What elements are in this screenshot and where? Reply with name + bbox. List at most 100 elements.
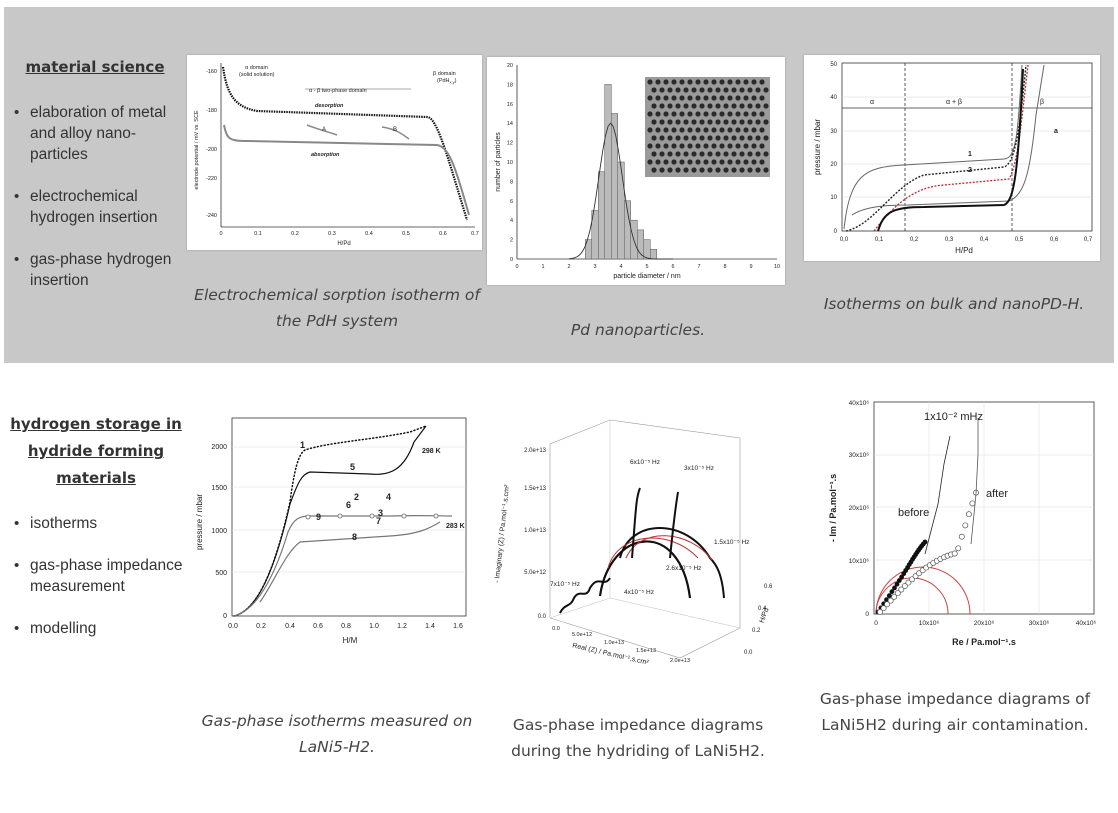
y-tick: 0 [865,611,869,618]
isotherm-number-3: 3 [378,508,383,518]
isotherm-number-9: 9 [316,512,321,522]
histogram-bar [617,161,625,260]
y-tick: 0 [834,229,838,235]
desorption-curve [221,66,469,221]
frequency-label: 1x10⁻² mHz [924,411,983,423]
y-tick: 10 [507,160,513,166]
bullet-item: modelling [14,618,184,639]
x-tick: 0,7 [1084,237,1093,243]
y-tick: 500 [215,570,227,577]
y-tick: 10 [830,195,837,201]
x-tick: 10x10⁶ [919,620,940,627]
y-tick: 2000 [211,444,227,451]
histogram-bar [604,84,612,260]
x-tick: 20x10⁶ [974,620,995,627]
gaussian-fit-curve [568,122,673,260]
caption-electrochemical-isotherm: Electrochemical sorption isotherm of the… [194,286,480,330]
x-tick: 0.8 [341,623,351,630]
beta-domain-sub: (PdHx,y) [437,78,457,85]
x-tick: 30x10⁶ [1029,620,1050,627]
bullet-item: isotherms [14,513,184,534]
y-tick: 30x10⁶ [849,452,870,459]
y-tick: 0.0 [744,650,753,656]
freq-label-3e-5: 3x10⁻⁵ Hz [684,465,714,472]
caption-impedance-hydriding: Gas-phase impedance diagrams during the … [511,716,765,760]
curve-1 [845,64,1027,232]
x-tick: 6 [671,264,674,270]
x-axis-label: Real (Z) / Pa.mol⁻¹.s.cm² [572,642,650,667]
isotherm-283k-absorption [233,514,453,617]
y-axis-label: pressure / mbar [813,119,822,175]
impedance-3d-figure: 0.0 5.0e+12 1.0e+13 1.5e+13 2.0e+13 0.0 … [490,408,780,674]
curve-label-1: 1 [968,151,972,158]
x-tick: 1.5e+13 [636,648,656,654]
section-title-material-science: material science [25,58,165,76]
x-axis-label: H/M [343,636,358,645]
y-tick: -240 [206,213,217,219]
isotherm-number-2: 2 [354,492,359,502]
caption-bulk-nano-isotherm: Isotherms on bulk and nanoPD-H. [823,295,1085,313]
impedance-air-contamination-figure: 0 10x10⁶ 20x10⁶ 30x10⁶ 40x10⁶ 0 10x10⁶ 2… [806,394,1102,654]
freq-label-7e-5: 7x10⁻⁵ Hz [550,581,580,588]
x-tick: 3 [593,264,596,270]
y-tick: 4 [510,218,513,224]
two-phase-label: α - β two-phase domain [309,88,367,94]
x-tick: 0.1 [254,231,262,237]
x-tick: 10 [774,264,780,270]
isotherm-number-4: 4 [386,492,391,502]
x-tick: 0.0 [552,626,560,632]
y-tick: 0.4 [758,606,767,612]
alpha-domain-sub: (solid solution) [239,72,275,78]
absorption-curve [223,124,470,216]
beta-region-label: β [1040,99,1044,106]
histogram-bar [611,113,618,260]
x-tick: 2 [567,264,570,270]
y-tick: 0.2 [752,628,761,634]
isotherm-number-1: 1 [300,440,305,450]
z-axis-label: - Imaginary (Z) / Pa.mol⁻¹.s.cm² [494,484,511,583]
isotherm-number-6: 6 [346,500,351,510]
histogram-bar [598,171,605,260]
x-tick: 1.4 [425,623,435,630]
freq-label-2.6e-5: 2.6x10⁻⁵ Hz [666,565,701,572]
x-tick: 0,1 [875,237,884,243]
beta-domain-label: β domain [433,71,456,77]
curve-2 [873,64,1029,232]
impedance-arc-mid [598,540,692,599]
y-axis-label: - Im / Pa.mol⁻¹.s [828,474,838,542]
x-tick: 1.0 [369,623,379,630]
absorption-label: absorption [311,152,340,158]
x-tick: 0.4 [285,623,295,630]
label-b: B [393,127,397,133]
y-tick: -180 [206,108,217,114]
section-title-hydrogen-storage: hydrogen storage in hydride forming mate… [10,415,182,487]
z-tick: 0.0 [538,614,547,620]
isotherm-283k-desorption [259,521,441,603]
y-tick: 0 [223,613,227,620]
x-tick: 0.2 [256,623,266,630]
desorption-label: desorption [315,103,344,109]
isotherm-number-7: 7 [376,516,381,526]
freq-label-6e-5: 6x10⁻⁵ Hz [630,459,660,466]
x-axis-label: H/Pd [337,241,350,247]
x-tick: 7 [697,264,700,270]
y-tick: 20 [830,162,837,168]
alpha-domain-label: α domain [245,65,268,71]
freq-label-1.5e-5: 1.5x10⁻⁵ Hz [714,539,749,546]
isotherm-298k-desorption [233,425,427,617]
caption-gas-phase-isotherm: Gas-phase isotherms measured on LaNi5-H2… [201,712,473,756]
y-tick: 0 [510,257,513,263]
temperature-label-283k: 283 K [446,523,465,530]
y-tick: 40 [830,95,837,101]
x-axis-label: particle diameter / nm [613,273,680,280]
hydrogen-storage-bullets: isotherms gas-phase impedance measuremen… [14,513,184,660]
x-tick: 0,3 [945,237,954,243]
x-tick: 1 [541,264,544,270]
x-tick: 0.7 [471,231,479,237]
x-tick: 0.4 [365,231,373,237]
x-tick: 5.0e+12 [572,632,592,638]
impedance-arc-low [559,577,611,614]
x-tick: 0.0 [228,623,238,630]
x-tick: 1.6 [453,623,463,630]
bullet-item: elaboration of metal and alloy nano-part… [14,102,184,165]
